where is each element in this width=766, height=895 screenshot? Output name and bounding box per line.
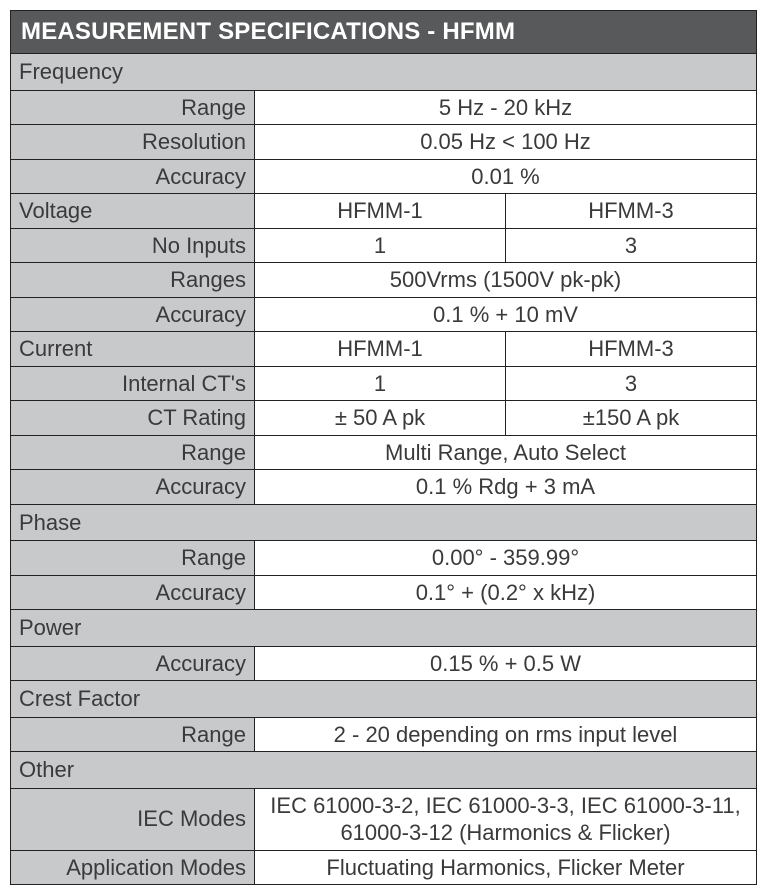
value: 0.05 Hz < 100 Hz xyxy=(255,125,757,160)
column-header-hfmm3: HFMM-3 xyxy=(506,332,757,367)
value: 0.01 % xyxy=(255,159,757,194)
table-title: MEASUREMENT SPECIFICATIONS - HFMM xyxy=(11,11,757,54)
section-header: Voltage xyxy=(11,194,255,229)
value: 0.15 % + 0.5 W xyxy=(255,646,757,681)
label: Accuracy xyxy=(11,159,255,194)
row-voltage-accuracy: Accuracy 0.1 % + 10 mV xyxy=(11,297,757,332)
spec-table: MEASUREMENT SPECIFICATIONS - HFMM Freque… xyxy=(10,10,757,885)
value: 2 - 20 depending on rms input level xyxy=(255,717,757,752)
section-crest-factor: Crest Factor xyxy=(11,681,757,718)
row-phase-accuracy: Accuracy 0.1° + (0.2° x kHz) xyxy=(11,575,757,610)
table-title-row: MEASUREMENT SPECIFICATIONS - HFMM xyxy=(11,11,757,54)
value: 0.00° - 359.99° xyxy=(255,541,757,576)
section-header: Crest Factor xyxy=(11,681,757,718)
column-header-hfmm1: HFMM-1 xyxy=(255,194,506,229)
section-header: Current xyxy=(11,332,255,367)
label: Accuracy xyxy=(11,297,255,332)
row-frequency-accuracy: Accuracy 0.01 % xyxy=(11,159,757,194)
section-current: Current HFMM-1 HFMM-3 xyxy=(11,332,757,367)
value: IEC 61000-3-2, IEC 61000-3-3, IEC 61000-… xyxy=(255,788,757,850)
row-current-accuracy: Accuracy 0.1 % Rdg + 3 mA xyxy=(11,470,757,505)
row-crest-range: Range 2 - 20 depending on rms input leve… xyxy=(11,717,757,752)
section-header: Phase xyxy=(11,504,757,541)
row-other-iec-modes: IEC Modes IEC 61000-3-2, IEC 61000-3-3, … xyxy=(11,788,757,850)
row-other-application-modes: Application Modes Fluctuating Harmonics,… xyxy=(11,850,757,885)
section-header: Power xyxy=(11,610,757,647)
label: Application Modes xyxy=(11,850,255,885)
value-hfmm1: ± 50 A pk xyxy=(255,401,506,436)
value-hfmm3: 3 xyxy=(506,228,757,263)
row-frequency-resolution: Resolution 0.05 Hz < 100 Hz xyxy=(11,125,757,160)
label: Range xyxy=(11,717,255,752)
value: 0.1 % + 10 mV xyxy=(255,297,757,332)
row-voltage-no-inputs: No Inputs 1 3 xyxy=(11,228,757,263)
section-header: Other xyxy=(11,752,757,789)
row-phase-range: Range 0.00° - 359.99° xyxy=(11,541,757,576)
label: Resolution xyxy=(11,125,255,160)
label: No Inputs xyxy=(11,228,255,263)
row-frequency-range: Range 5 Hz - 20 kHz xyxy=(11,90,757,125)
value-hfmm1: 1 xyxy=(255,228,506,263)
row-current-internal-ct: Internal CT's 1 3 xyxy=(11,366,757,401)
value: 5 Hz - 20 kHz xyxy=(255,90,757,125)
row-voltage-ranges: Ranges 500Vrms (1500V pk-pk) xyxy=(11,263,757,298)
label: Range xyxy=(11,541,255,576)
value: Multi Range, Auto Select xyxy=(255,435,757,470)
value: 0.1° + (0.2° x kHz) xyxy=(255,575,757,610)
section-voltage: Voltage HFMM-1 HFMM-3 xyxy=(11,194,757,229)
label: Ranges xyxy=(11,263,255,298)
column-header-hfmm1: HFMM-1 xyxy=(255,332,506,367)
label: Accuracy xyxy=(11,575,255,610)
section-header: Frequency xyxy=(11,54,757,91)
label: CT Rating xyxy=(11,401,255,436)
label: Range xyxy=(11,90,255,125)
label: Accuracy xyxy=(11,470,255,505)
value-hfmm3: ±150 A pk xyxy=(506,401,757,436)
section-frequency: Frequency xyxy=(11,54,757,91)
value-hfmm1: 1 xyxy=(255,366,506,401)
value-hfmm3: 3 xyxy=(506,366,757,401)
label: Accuracy xyxy=(11,646,255,681)
section-other: Other xyxy=(11,752,757,789)
section-phase: Phase xyxy=(11,504,757,541)
label: Range xyxy=(11,435,255,470)
value: 500Vrms (1500V pk-pk) xyxy=(255,263,757,298)
section-power: Power xyxy=(11,610,757,647)
label: Internal CT's xyxy=(11,366,255,401)
value: Fluctuating Harmonics, Flicker Meter xyxy=(255,850,757,885)
value: 0.1 % Rdg + 3 mA xyxy=(255,470,757,505)
row-current-ct-rating: CT Rating ± 50 A pk ±150 A pk xyxy=(11,401,757,436)
row-power-accuracy: Accuracy 0.15 % + 0.5 W xyxy=(11,646,757,681)
label: IEC Modes xyxy=(11,788,255,850)
row-current-range: Range Multi Range, Auto Select xyxy=(11,435,757,470)
column-header-hfmm3: HFMM-3 xyxy=(506,194,757,229)
